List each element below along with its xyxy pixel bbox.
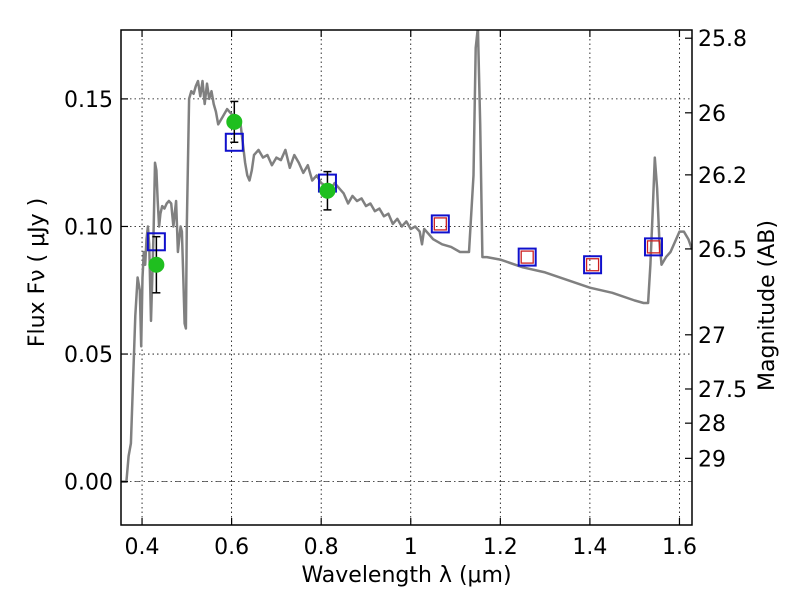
x-tick-label: 1.2 <box>483 535 518 560</box>
x-tick-label: 0.6 <box>214 535 249 560</box>
x-tick-label: 0.8 <box>304 535 339 560</box>
magnitude-tick-label: 26.5 <box>698 238 747 263</box>
y-axis-right-magnitude: 25.8 26 26.2 26.5 27 27.5 28 29 <box>685 27 747 472</box>
y-tick-label: 0.00 <box>64 471 113 496</box>
x-axis: 0.4 0.6 0.8 1 1.2 1.4 1.6 <box>125 30 697 560</box>
axes-frame <box>120 29 693 526</box>
y-tick-label: 0.15 <box>64 88 113 113</box>
inner-photometry-box <box>585 258 600 272</box>
magnitude-tick-label: 27.5 <box>698 378 747 403</box>
magnitude-tick-label: 29 <box>698 447 726 472</box>
inner-photometry-boxes <box>433 217 661 272</box>
magnitude-tick-label: 26.2 <box>698 164 747 189</box>
grid-lines <box>121 30 692 525</box>
x-axis-label: Wavelength λ (μm) <box>301 563 511 588</box>
x-tick-label: 1.6 <box>662 535 697 560</box>
y-axis-left: 0.00 0.05 0.10 0.15 <box>64 88 128 496</box>
magnitude-tick-label: 25.8 <box>698 27 747 52</box>
magnitude-tick-label: 27 <box>698 324 726 349</box>
inner-photometry-box <box>433 217 447 231</box>
y-axis-label: Flux Fν ( μJy ) <box>25 198 50 347</box>
observed-points <box>148 113 336 273</box>
model-photometry-box <box>643 237 663 257</box>
model-spectrum-line <box>121 30 692 483</box>
inner-photometry-box <box>646 240 661 254</box>
model-photometry-box <box>583 255 603 275</box>
x-tick-label: 0.4 <box>125 535 160 560</box>
observed-point <box>319 182 336 199</box>
observed-point <box>148 256 165 273</box>
model-photometry-box <box>517 247 537 267</box>
y-tick-label: 0.10 <box>64 215 113 240</box>
magnitude-tick-label: 26 <box>698 102 726 127</box>
inner-photometry-box <box>520 250 534 264</box>
x-tick-label: 1 <box>404 535 418 560</box>
x-tick-label: 1.4 <box>572 535 607 560</box>
y-axis-right-label: Magnitude (AB) <box>755 220 780 391</box>
plot-area <box>121 30 692 483</box>
observed-point <box>226 113 243 130</box>
model-photometry-box <box>430 214 450 234</box>
y-tick-label: 0.05 <box>64 343 113 368</box>
magnitude-tick-label: 28 <box>698 412 726 437</box>
